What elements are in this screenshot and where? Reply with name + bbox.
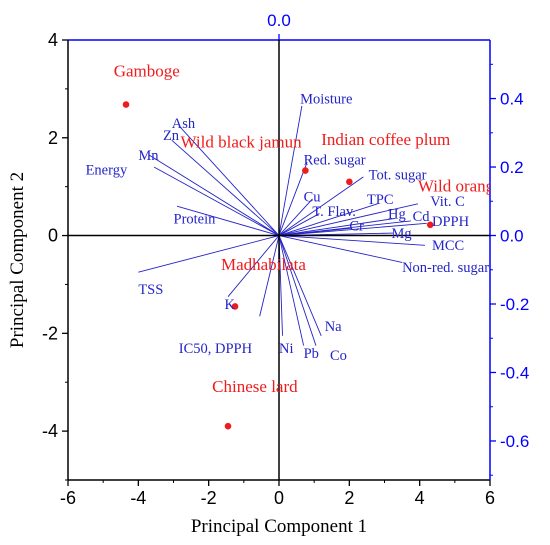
score-label: Indian coffee plum — [321, 130, 450, 149]
loading-vector — [278, 203, 378, 236]
score-label: Wild black jamun — [181, 133, 303, 152]
loading-label: Mg — [392, 226, 412, 242]
y-tick-label: -2 — [42, 323, 58, 343]
loading-label: Co — [330, 348, 347, 364]
loading-vector — [138, 235, 280, 273]
loading-vector — [259, 235, 280, 317]
loading-label: Ni — [279, 341, 294, 357]
y-axis-title: Principal Component 2 — [7, 172, 28, 348]
loading-vector — [278, 213, 320, 236]
x-tick-label: 0 — [274, 488, 284, 508]
loading-vector — [278, 235, 317, 346]
loading-vector — [153, 166, 280, 236]
y-tick-label: 0 — [48, 226, 58, 246]
loading-label: Pb — [304, 346, 319, 362]
loading-label: Protein — [174, 211, 217, 227]
loading-vector — [278, 198, 313, 236]
loading-label: TSS — [138, 282, 163, 298]
secondary-x-tick-label: 0.0 — [267, 11, 291, 30]
score-points — [122, 101, 434, 430]
loading-label: Energy — [86, 162, 128, 178]
loading-vector — [176, 205, 280, 236]
x-tick-label: -2 — [201, 488, 217, 508]
loading-label: Red. sugar — [304, 153, 366, 169]
x-tick-label: 6 — [485, 488, 495, 508]
loading-vector — [278, 176, 364, 236]
loading-label: TPC — [367, 192, 394, 208]
secondary-y-tick-label: 0.4 — [500, 90, 524, 109]
loading-vector — [278, 235, 425, 246]
loading-label: IC50, DPPH — [179, 341, 253, 357]
loading-label: Ash — [172, 116, 196, 132]
loading-vector — [278, 235, 322, 336]
loading-vector — [278, 235, 403, 263]
secondary-y-tick-label: 0.2 — [500, 158, 524, 177]
score-point — [346, 178, 353, 186]
loading-label: Cr — [349, 219, 364, 235]
x-tick-label: -4 — [130, 488, 146, 508]
secondary-y-tick-label: -0.2 — [500, 295, 529, 314]
loading-vector — [278, 105, 303, 236]
loading-label: DPPH — [432, 214, 470, 230]
loading-label: T. Flav. — [312, 204, 356, 220]
loading-vector — [278, 162, 308, 236]
x-tick-label: -6 — [60, 488, 76, 508]
score-point — [122, 101, 130, 108]
loading-vector — [171, 139, 280, 236]
loading-vector — [278, 217, 396, 237]
score-point — [426, 221, 434, 229]
secondary-y-tick-label: 0.0 — [500, 227, 524, 246]
loading-vector — [227, 235, 280, 297]
loading-label: Moisture — [300, 92, 352, 108]
score-label: Gamboge — [114, 62, 180, 81]
loading-vector — [178, 125, 280, 236]
loading-vector — [278, 222, 427, 237]
loading-vector — [278, 203, 419, 236]
score-point — [224, 422, 232, 430]
y-tick-label: 4 — [48, 30, 58, 50]
score-point — [302, 167, 309, 174]
x-axis-title: Principal Component 1 — [191, 516, 367, 537]
y-tick-label: -4 — [42, 421, 58, 441]
loading-label: Hg — [388, 206, 406, 222]
x-tick-label: 2 — [344, 488, 354, 508]
score-label: Wild orange — [418, 177, 502, 196]
secondary-y-tick-label: -0.4 — [500, 363, 529, 382]
loading-label: Cu — [304, 189, 321, 205]
y-tick-label: 2 — [48, 128, 58, 148]
secondary-y-tick-label: -0.6 — [500, 432, 529, 451]
loading-label: Vit. C — [430, 194, 465, 210]
score-point — [231, 303, 239, 310]
loading-vector — [278, 235, 305, 346]
loading-label: MCC — [432, 238, 464, 254]
loading-label: Zn — [163, 128, 180, 144]
x-tick-label: 4 — [415, 488, 425, 508]
loading-label: Na — [325, 319, 342, 335]
axes: -6 -4 -2 0 2 4 6 -4 -2 0 2 4 -0.6 -0.4 -0.2 0.0 0.2 0.4 0.… — [7, 11, 529, 537]
loading-vector — [148, 154, 280, 236]
loading-label: K — [224, 297, 235, 313]
loading-label: Mn — [138, 148, 159, 164]
score-label: Madhabilata — [221, 255, 306, 274]
loading-label: Non-red. sugar — [402, 260, 489, 276]
score-label: Chinese lard — [212, 377, 298, 396]
loading-label: Cd — [413, 209, 431, 225]
loading-label: Tot. sugar — [369, 167, 427, 183]
loading-vectors — [138, 105, 427, 346]
